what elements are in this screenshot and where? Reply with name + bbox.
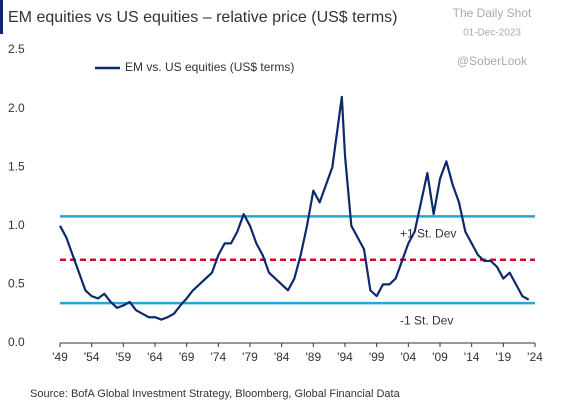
x-tick-label: '79 <box>242 350 258 364</box>
source: Source: BofA Global Investment Strategy,… <box>30 388 401 400</box>
x-tick-label: '54 <box>84 350 100 364</box>
x-tick-label: '89 <box>306 350 322 364</box>
y-tick-label: 1.0 <box>8 218 25 232</box>
title-bar <box>0 0 3 34</box>
y-tick-label: 2.0 <box>8 101 25 115</box>
x-tick-label: '19 <box>496 350 512 364</box>
y-tick-label: 1.5 <box>8 159 25 173</box>
watermark: The Daily Shot <box>453 6 532 20</box>
x-tick-label: '49 <box>52 350 68 364</box>
x-tick-label: '24 <box>527 350 543 364</box>
y-tick-label: 0.5 <box>8 277 25 291</box>
legend-label: EM vs. US equities (US$ terms) <box>125 60 294 74</box>
x-tick-label: '64 <box>147 350 163 364</box>
watermark: 01-Dec-2023 <box>463 28 521 39</box>
x-tick-label: '04 <box>401 350 417 364</box>
data-line <box>59 95 530 321</box>
x-tick-label: '84 <box>274 350 290 364</box>
y-tick-label: 2.5 <box>8 42 25 56</box>
x-tick-label: '99 <box>369 350 385 364</box>
chart-title: EM equities vs US equities – relative pr… <box>8 9 397 26</box>
reference-label: -1 St. Dev <box>400 313 453 327</box>
x-tick-label: '59 <box>116 350 132 364</box>
x-tick-label: '69 <box>179 350 195 364</box>
x-tick-label: '94 <box>337 350 353 364</box>
x-tick-label: '74 <box>211 350 227 364</box>
reference-label: +1 St. Dev <box>400 227 456 241</box>
x-tick-label: '09 <box>432 350 448 364</box>
y-tick-label: 0.0 <box>8 335 25 349</box>
x-tick-label: '14 <box>464 350 480 364</box>
watermark: @SoberLook <box>457 54 528 68</box>
